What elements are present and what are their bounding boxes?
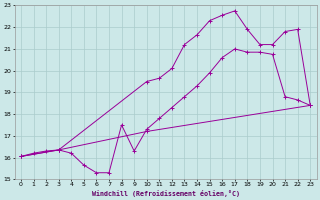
X-axis label: Windchill (Refroidissement éolien,°C): Windchill (Refroidissement éolien,°C) <box>92 190 240 197</box>
